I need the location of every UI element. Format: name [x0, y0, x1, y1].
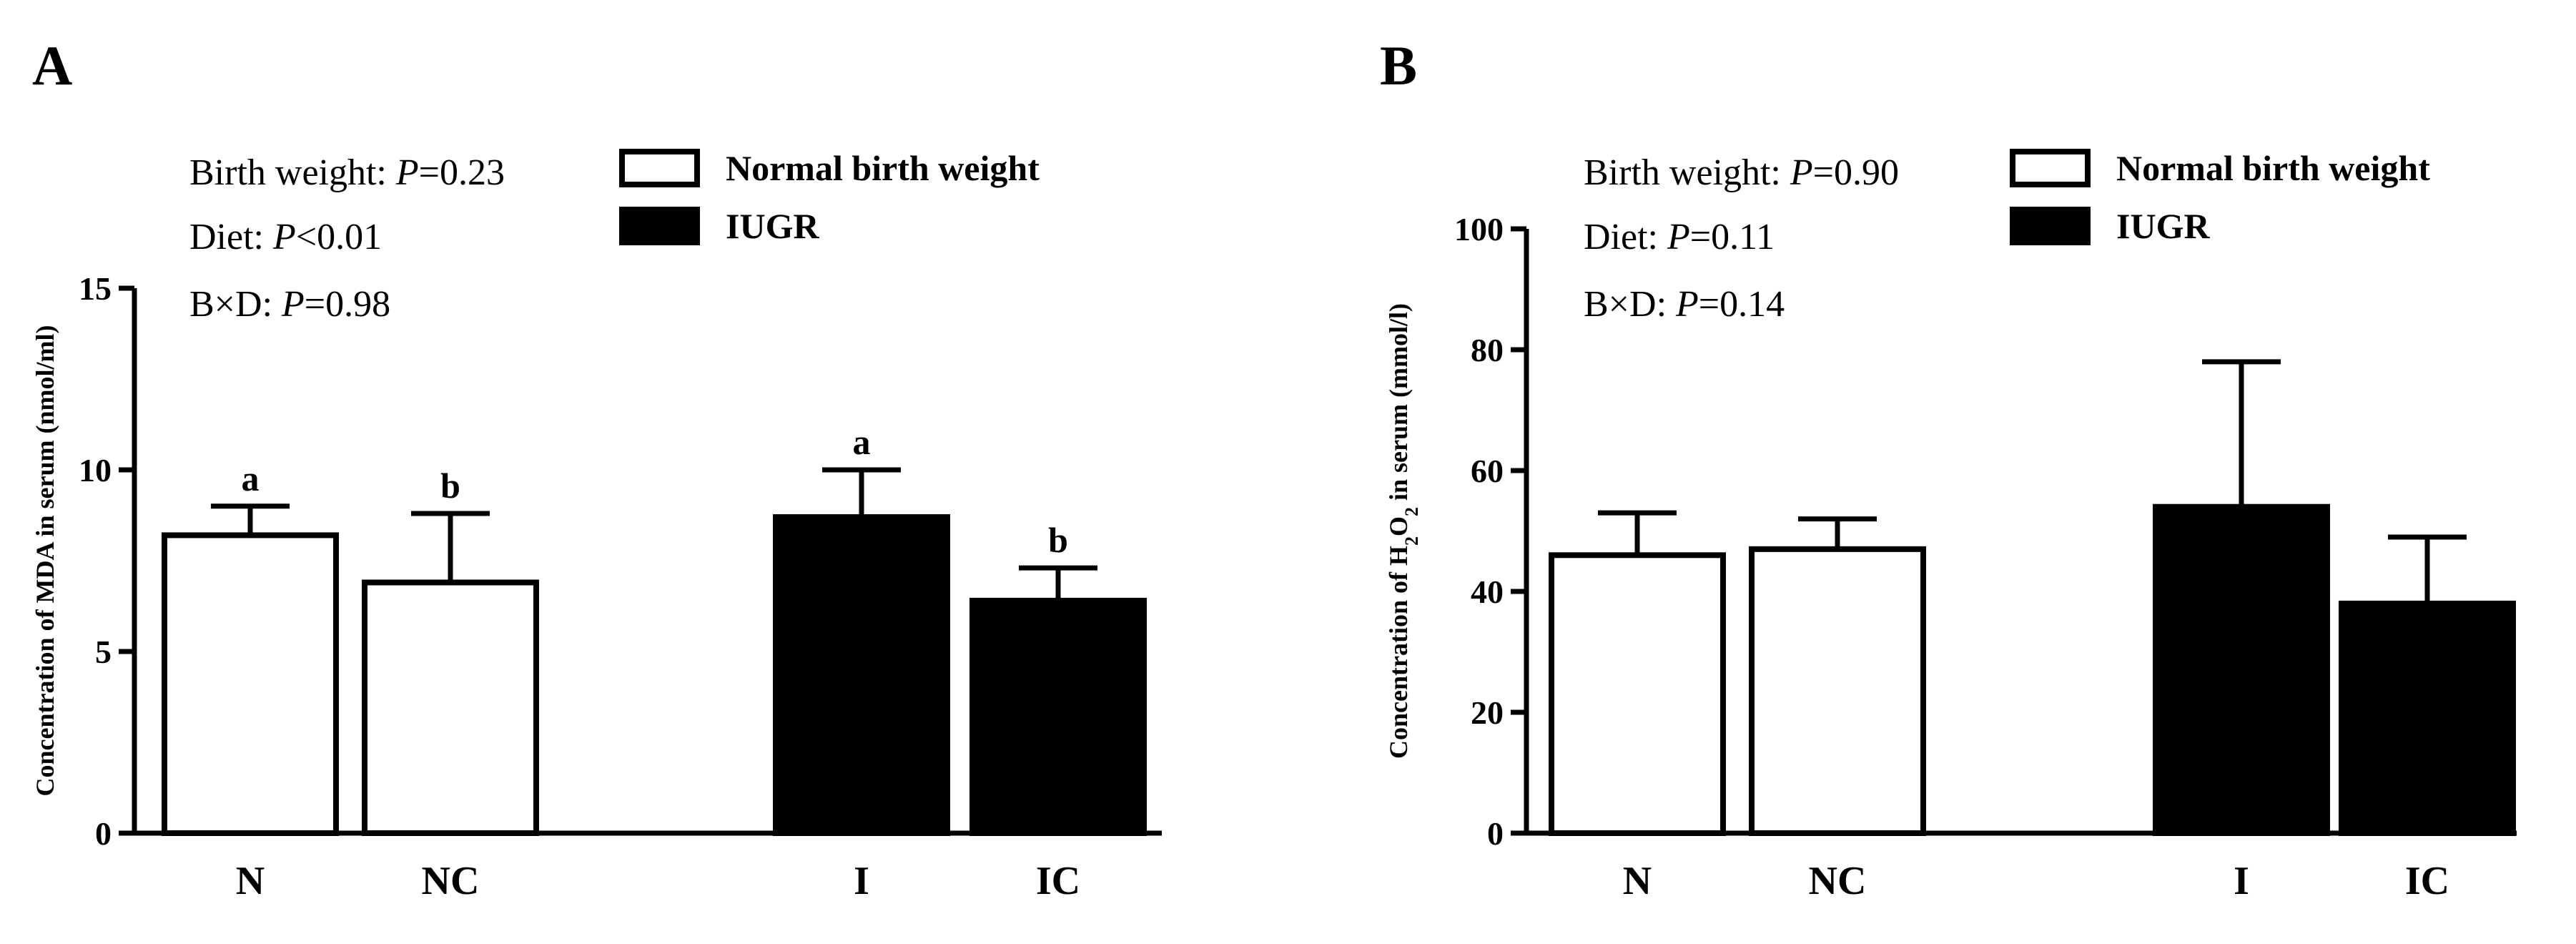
y-tick-label: 5: [95, 634, 112, 670]
stat-annotation: Birth weight: P=0.23: [189, 152, 505, 193]
bar-N: [1549, 552, 1726, 836]
category-label-N: N: [1623, 859, 1652, 903]
legend-label: IUGR: [2116, 206, 2210, 246]
legend-label: Normal birth weight: [2116, 148, 2430, 188]
y-tick-label: 40: [1471, 574, 1504, 610]
bar-IC: [969, 597, 1147, 836]
legend-swatch: [619, 149, 700, 187]
stat-annotation: B×D: P=0.98: [189, 284, 390, 325]
y-axis-title: Concentration of H2O2 in serum (mmol/l): [1384, 303, 1422, 759]
category-label-IC: IC: [2405, 859, 2449, 903]
category-label-NC: NC: [422, 859, 480, 903]
bar-IC: [2339, 600, 2516, 837]
legend-swatch: [619, 207, 700, 245]
y-tick-label: 20: [1471, 694, 1504, 731]
category-label-I: I: [2234, 859, 2249, 903]
chart-panel-B: B 0 20 40 60 80 100 Concentration of H2O2 in se…: [1380, 34, 2517, 903]
category-label-NC: NC: [1809, 859, 1867, 903]
category-label-N: N: [236, 859, 265, 903]
stat-annotation: Diet: P<0.01: [189, 217, 382, 257]
panel-label: B: [1380, 34, 1417, 97]
legend-label: IUGR: [726, 206, 819, 246]
y-tick-label: 15: [79, 270, 112, 307]
bar-I: [773, 514, 950, 836]
significance-letter: a: [853, 422, 871, 462]
bar-I: [2153, 503, 2330, 836]
stat-annotation: Birth weight: P=0.90: [1584, 152, 1899, 193]
y-axis-title: Concentration of MDA in serum (nmol/ml): [31, 325, 59, 797]
bar-N: [162, 532, 339, 836]
stat-annotation: B×D: P=0.14: [1584, 284, 1785, 325]
chart-panel-A: A 0 5 10 15 Concentration of MDA in serum (nm…: [31, 34, 1162, 903]
category-label-I: I: [854, 859, 869, 903]
panel-label: A: [32, 34, 72, 97]
y-tick-label: 0: [95, 815, 112, 852]
y-tick-label: 60: [1471, 453, 1504, 489]
stat-annotation: Diet: P=0.11: [1584, 217, 1775, 257]
y-tick-label: 100: [1454, 211, 1504, 247]
legend-swatch: [2010, 207, 2091, 245]
y-tick-label: 80: [1471, 332, 1504, 368]
legend-label: Normal birth weight: [726, 148, 1040, 188]
category-label-IC: IC: [1036, 859, 1080, 903]
legend-swatch: [2010, 149, 2091, 187]
significance-letter: b: [1048, 520, 1068, 560]
bar-NC: [362, 579, 539, 836]
bar-NC: [1749, 546, 1926, 836]
y-tick-label: 0: [1487, 815, 1504, 852]
significance-letter: b: [440, 466, 460, 506]
y-tick-label: 10: [79, 452, 112, 488]
significance-letter: a: [242, 458, 260, 498]
